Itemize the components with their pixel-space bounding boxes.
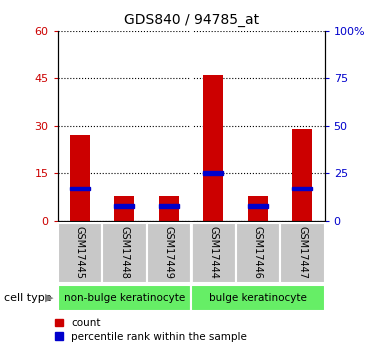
Bar <box>58 223 102 283</box>
Bar <box>292 187 312 190</box>
Bar <box>70 187 90 190</box>
Bar <box>280 223 325 283</box>
Text: GSM17448: GSM17448 <box>119 226 129 279</box>
Text: GSM17445: GSM17445 <box>75 226 85 279</box>
Title: GDS840 / 94785_at: GDS840 / 94785_at <box>124 13 259 27</box>
Bar <box>159 204 179 208</box>
Bar <box>292 129 312 221</box>
Bar <box>191 223 236 283</box>
Bar <box>70 136 90 221</box>
Text: non-bulge keratinocyte: non-bulge keratinocyte <box>64 293 185 303</box>
Text: GSM17449: GSM17449 <box>164 226 174 279</box>
Bar <box>203 75 223 221</box>
Bar <box>114 196 134 221</box>
Text: GSM17446: GSM17446 <box>253 226 263 279</box>
Bar <box>114 204 134 208</box>
Bar <box>236 223 280 283</box>
Text: bulge keratinocyte: bulge keratinocyte <box>209 293 307 303</box>
Bar <box>248 204 268 208</box>
Bar <box>191 285 325 310</box>
Bar <box>248 196 268 221</box>
Bar <box>203 171 223 175</box>
Bar <box>102 223 147 283</box>
Text: cell type: cell type <box>4 293 51 303</box>
Legend: count, percentile rank within the sample: count, percentile rank within the sample <box>55 318 247 342</box>
Text: GSM17444: GSM17444 <box>209 226 218 279</box>
Bar <box>58 285 191 310</box>
Text: ▶: ▶ <box>45 293 53 303</box>
Bar <box>159 196 179 221</box>
Text: GSM17447: GSM17447 <box>298 226 307 279</box>
Bar <box>147 223 191 283</box>
